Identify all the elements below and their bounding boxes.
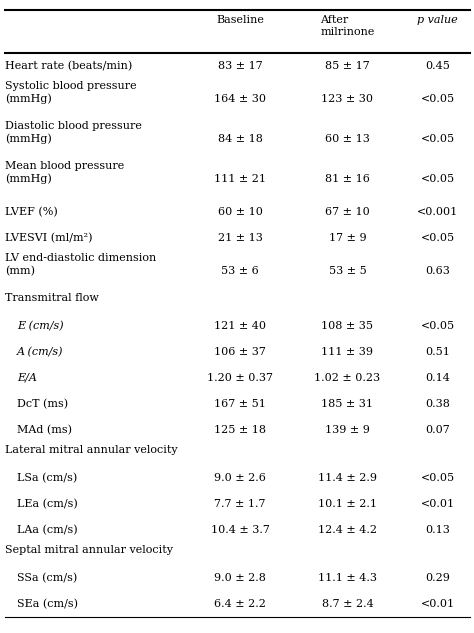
Text: 53 ± 6: 53 ± 6 <box>221 266 259 276</box>
Text: DcT (ms): DcT (ms) <box>17 399 68 409</box>
Text: 0.51: 0.51 <box>425 347 450 357</box>
Text: 11.4 ± 2.9: 11.4 ± 2.9 <box>318 473 377 483</box>
Text: <0.05: <0.05 <box>420 321 455 331</box>
Text: 11.1 ± 4.3: 11.1 ± 4.3 <box>318 573 377 583</box>
Text: 10.4 ± 3.7: 10.4 ± 3.7 <box>210 525 269 535</box>
Text: LAa (cm/s): LAa (cm/s) <box>17 525 78 535</box>
Text: 0.38: 0.38 <box>425 399 450 409</box>
Text: 111 ± 21: 111 ± 21 <box>214 174 266 184</box>
Text: p value: p value <box>417 15 458 25</box>
Text: 185 ± 31: 185 ± 31 <box>321 399 374 409</box>
Text: 0.29: 0.29 <box>425 573 450 583</box>
Text: SSa (cm/s): SSa (cm/s) <box>17 573 77 583</box>
Text: 123 ± 30: 123 ± 30 <box>321 94 374 104</box>
Text: LEa (cm/s): LEa (cm/s) <box>17 499 78 509</box>
Text: <0.05: <0.05 <box>420 174 455 184</box>
Text: Baseline: Baseline <box>216 15 264 25</box>
Text: 8.7 ± 2.4: 8.7 ± 2.4 <box>322 599 374 609</box>
Text: 0.45: 0.45 <box>425 61 450 71</box>
Text: 85 ± 17: 85 ± 17 <box>325 61 370 71</box>
Text: 10.1 ± 2.1: 10.1 ± 2.1 <box>318 499 377 509</box>
Text: <0.05: <0.05 <box>420 94 455 104</box>
Text: 83 ± 17: 83 ± 17 <box>218 61 263 71</box>
Text: 9.0 ± 2.8: 9.0 ± 2.8 <box>214 573 266 583</box>
Text: 53 ± 5: 53 ± 5 <box>328 266 366 276</box>
Text: SEa (cm/s): SEa (cm/s) <box>17 599 78 609</box>
Text: 167 ± 51: 167 ± 51 <box>214 399 266 409</box>
Text: 1.20 ± 0.37: 1.20 ± 0.37 <box>207 373 273 383</box>
Text: LVEF (%): LVEF (%) <box>5 207 58 217</box>
Text: Systolic blood pressure
(mmHg): Systolic blood pressure (mmHg) <box>5 81 137 104</box>
Text: A (cm/s): A (cm/s) <box>17 347 64 357</box>
Text: 12.4 ± 4.2: 12.4 ± 4.2 <box>318 525 377 535</box>
Text: <0.05: <0.05 <box>420 473 455 483</box>
Text: 0.07: 0.07 <box>425 425 450 435</box>
Text: 1.02 ± 0.23: 1.02 ± 0.23 <box>314 373 381 383</box>
Text: 60 ± 10: 60 ± 10 <box>218 207 263 217</box>
Text: MAd (ms): MAd (ms) <box>17 425 72 435</box>
Text: LV end-diastolic dimension
(mm): LV end-diastolic dimension (mm) <box>5 253 156 276</box>
Text: 139 ± 9: 139 ± 9 <box>325 425 370 435</box>
Text: 0.14: 0.14 <box>425 373 450 383</box>
Text: LSa (cm/s): LSa (cm/s) <box>17 473 77 483</box>
Text: <0.01: <0.01 <box>420 599 455 609</box>
Text: 17 ± 9: 17 ± 9 <box>328 233 366 243</box>
Text: 106 ± 37: 106 ± 37 <box>214 347 266 357</box>
Text: 0.63: 0.63 <box>425 266 450 276</box>
Text: 121 ± 40: 121 ± 40 <box>214 321 266 331</box>
Text: 0.13: 0.13 <box>425 525 450 535</box>
Text: <0.05: <0.05 <box>420 134 455 144</box>
Text: 9.0 ± 2.6: 9.0 ± 2.6 <box>214 473 266 483</box>
Text: Septal mitral annular velocity: Septal mitral annular velocity <box>5 545 173 555</box>
Text: E (cm/s): E (cm/s) <box>17 321 64 331</box>
Text: <0.001: <0.001 <box>417 207 458 217</box>
Text: 7.7 ± 1.7: 7.7 ± 1.7 <box>214 499 266 509</box>
Text: After
milrinone: After milrinone <box>320 15 374 37</box>
Text: <0.05: <0.05 <box>420 233 455 243</box>
Text: Transmitral flow: Transmitral flow <box>5 293 99 303</box>
Text: 164 ± 30: 164 ± 30 <box>214 94 266 104</box>
Text: <0.01: <0.01 <box>420 499 455 509</box>
Text: 125 ± 18: 125 ± 18 <box>214 425 266 435</box>
Text: 81 ± 16: 81 ± 16 <box>325 174 370 184</box>
Text: 60 ± 13: 60 ± 13 <box>325 134 370 144</box>
Text: 84 ± 18: 84 ± 18 <box>218 134 263 144</box>
Text: LVESVI (ml/m²): LVESVI (ml/m²) <box>5 233 92 243</box>
Text: 6.4 ± 2.2: 6.4 ± 2.2 <box>214 599 266 609</box>
Text: Diastolic blood pressure
(mmHg): Diastolic blood pressure (mmHg) <box>5 121 142 144</box>
Text: 21 ± 13: 21 ± 13 <box>218 233 263 243</box>
Text: 108 ± 35: 108 ± 35 <box>321 321 374 331</box>
Text: E/A: E/A <box>17 373 37 383</box>
Text: Lateral mitral annular velocity: Lateral mitral annular velocity <box>5 445 178 455</box>
Text: Mean blood pressure
(mmHg): Mean blood pressure (mmHg) <box>5 161 124 184</box>
Text: 111 ± 39: 111 ± 39 <box>321 347 374 357</box>
Text: 67 ± 10: 67 ± 10 <box>325 207 370 217</box>
Text: Heart rate (beats/min): Heart rate (beats/min) <box>5 61 132 71</box>
